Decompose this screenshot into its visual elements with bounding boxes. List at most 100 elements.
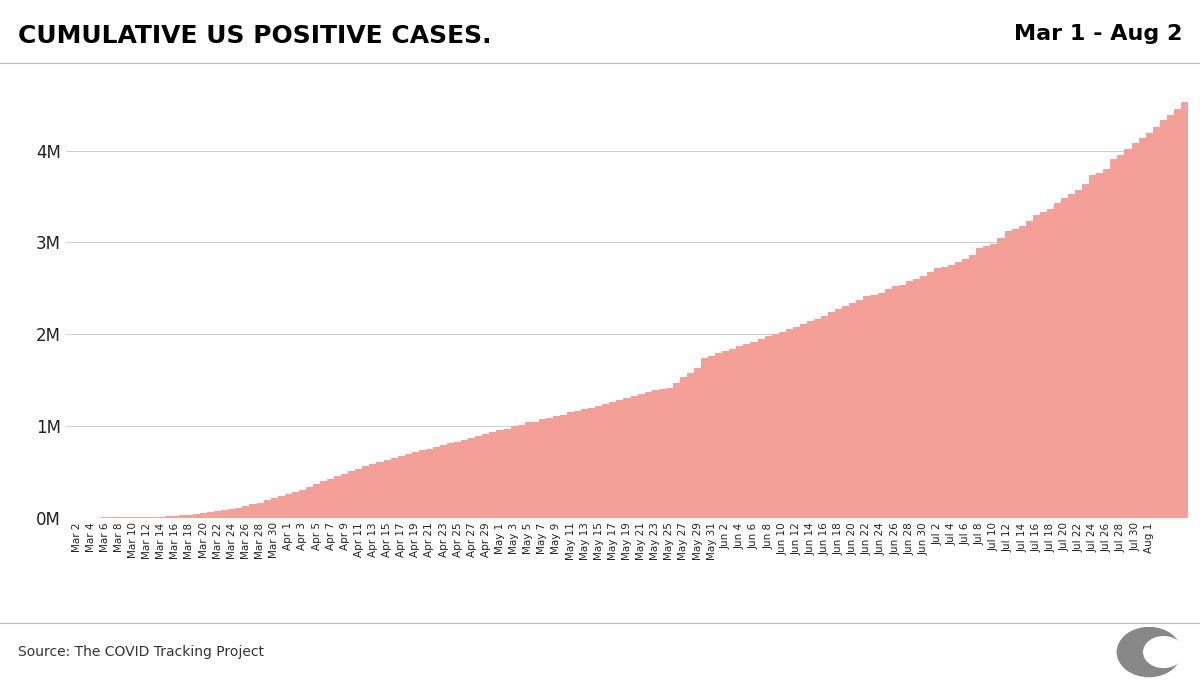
Bar	[1061, 198, 1068, 518]
Bar	[800, 323, 806, 518]
Bar	[701, 358, 708, 518]
Bar	[1068, 194, 1075, 518]
Bar	[659, 389, 666, 518]
Bar	[850, 303, 857, 518]
Bar	[214, 511, 221, 518]
Bar	[588, 408, 595, 518]
Circle shape	[1144, 637, 1183, 667]
Bar	[1103, 170, 1110, 518]
Text: Mar 1 - Aug 2: Mar 1 - Aug 2	[1014, 24, 1182, 44]
Bar	[1075, 191, 1082, 518]
Bar	[355, 469, 362, 518]
Bar	[539, 419, 546, 518]
Bar	[200, 513, 208, 518]
Bar	[708, 355, 715, 518]
Bar	[164, 516, 172, 518]
Bar	[1097, 173, 1103, 518]
Bar	[1012, 229, 1019, 518]
Bar	[962, 259, 970, 518]
Bar	[172, 516, 179, 518]
Bar	[955, 262, 962, 518]
Bar	[404, 454, 412, 518]
Bar	[320, 481, 328, 518]
Bar	[814, 319, 821, 518]
Bar	[271, 498, 277, 518]
Bar	[941, 267, 948, 518]
Bar	[574, 411, 581, 518]
Bar	[1046, 209, 1054, 518]
Bar	[328, 479, 334, 518]
Bar	[208, 511, 214, 518]
Bar	[899, 285, 906, 518]
Bar	[779, 332, 786, 518]
Bar	[786, 330, 793, 518]
Bar	[490, 432, 497, 518]
Bar	[595, 406, 602, 518]
Bar	[652, 390, 659, 518]
Bar	[1117, 155, 1124, 518]
Bar	[828, 312, 835, 518]
Bar	[948, 266, 955, 518]
Bar	[757, 339, 764, 518]
Bar	[884, 289, 892, 518]
Bar	[412, 452, 419, 518]
Bar	[686, 373, 694, 518]
Bar	[306, 487, 313, 518]
Bar	[581, 409, 588, 518]
Bar	[362, 466, 370, 518]
Bar	[610, 402, 617, 518]
Bar	[334, 476, 341, 518]
Bar	[1153, 127, 1159, 518]
Bar	[179, 516, 186, 518]
Bar	[857, 300, 863, 518]
Bar	[299, 490, 306, 518]
Bar	[568, 413, 574, 518]
Bar	[913, 279, 920, 518]
Bar	[644, 392, 652, 518]
Bar	[235, 508, 242, 518]
Bar	[186, 515, 193, 518]
Bar	[433, 447, 440, 518]
Bar	[397, 456, 404, 518]
Bar	[842, 306, 850, 518]
Bar	[377, 462, 384, 518]
Bar	[821, 316, 828, 518]
Bar	[602, 404, 610, 518]
Bar	[532, 422, 539, 518]
Bar	[1019, 226, 1026, 518]
Bar	[730, 349, 737, 518]
Bar	[497, 430, 504, 518]
Bar	[877, 293, 884, 518]
Bar	[1166, 115, 1174, 518]
Bar	[370, 464, 377, 518]
Bar	[1132, 143, 1139, 518]
Bar	[1090, 175, 1097, 518]
Bar	[806, 321, 814, 518]
Bar	[892, 287, 899, 518]
Bar	[750, 342, 757, 518]
Bar	[257, 503, 264, 518]
Bar	[694, 368, 701, 518]
Bar	[1174, 109, 1181, 518]
Bar	[673, 383, 680, 518]
Bar	[426, 449, 433, 518]
Bar	[1159, 120, 1166, 518]
Bar	[722, 351, 730, 518]
Bar	[870, 295, 877, 518]
Circle shape	[1117, 628, 1181, 677]
Bar	[461, 440, 468, 518]
Bar	[440, 445, 448, 518]
Bar	[624, 398, 630, 518]
Bar	[504, 428, 510, 518]
Bar	[680, 377, 686, 518]
Bar	[524, 422, 532, 518]
Bar	[475, 436, 482, 518]
Bar	[764, 336, 772, 518]
Bar	[1026, 221, 1033, 518]
Bar	[997, 238, 1004, 518]
Bar	[228, 509, 235, 518]
Bar	[546, 418, 553, 518]
Bar	[1146, 133, 1153, 518]
Bar	[1124, 149, 1132, 518]
Bar	[482, 434, 490, 518]
